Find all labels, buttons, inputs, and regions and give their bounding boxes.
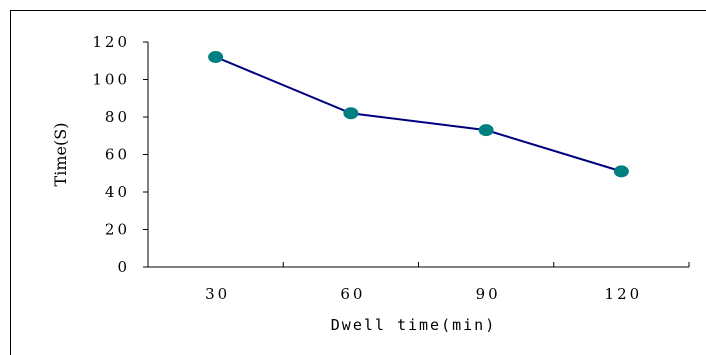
y-tick-label: 40: [105, 183, 130, 201]
data-point: [613, 165, 629, 178]
y-tick-label: 80: [105, 108, 130, 126]
x-tick-label: 60: [340, 285, 365, 303]
x-axis-title: Dwell time(min): [331, 316, 496, 334]
chart-frame: [10, 10, 706, 355]
x-tick-label: 90: [476, 285, 501, 303]
x-tick-label: 120: [605, 285, 643, 303]
series-line: [215, 56, 622, 173]
data-point: [478, 124, 494, 137]
y-tick-label: 20: [105, 221, 130, 239]
data-point: [208, 51, 224, 63]
y-tick-label: 120: [92, 33, 130, 51]
x-tick-label: 30: [205, 285, 230, 303]
y-axis: 0 20 40 60 80 100 120: [92, 33, 149, 276]
data-point: [343, 107, 359, 120]
y-tick-label: 0: [117, 258, 130, 276]
y-tick-label: 100: [92, 71, 130, 89]
y-tick-label: 60: [105, 146, 130, 164]
y-axis-title: Time(S): [51, 123, 70, 187]
x-axis: 30 60 90 120: [147, 262, 690, 303]
series-group: [208, 51, 629, 178]
